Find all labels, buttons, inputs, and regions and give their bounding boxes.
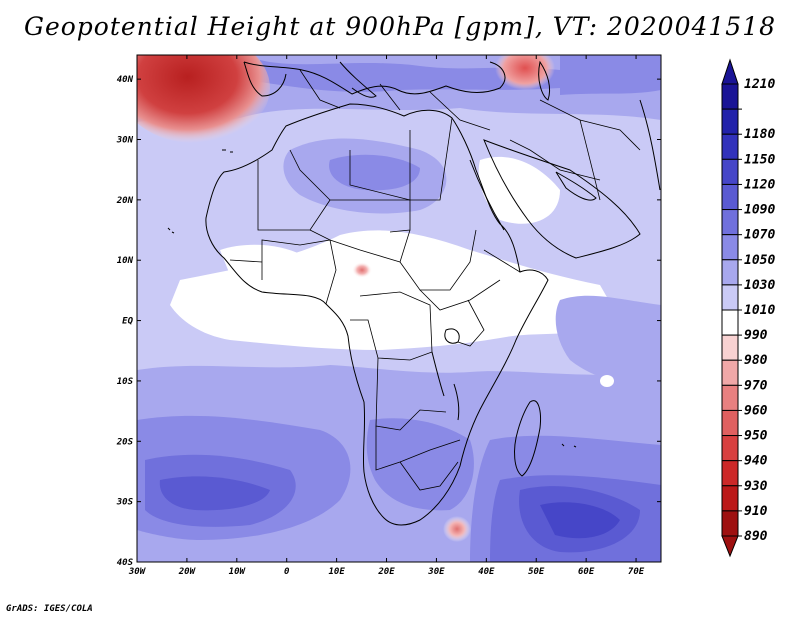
colorbar-label: 1010 [744,303,775,318]
colorbar-swatch [721,435,739,462]
cape-verde [167,227,175,234]
colorbar-swatch [721,309,739,336]
coastlines [167,60,661,526]
colorbar-swatch [721,485,739,512]
colorbar-label: 1150 [744,152,775,167]
colorbar-label: 940 [744,454,768,469]
lon-label: 0 [284,567,290,577]
lat-label: 40N [117,75,134,85]
colorbar-swatch [721,234,739,261]
colorbar-swatch [721,460,739,487]
lat-axis: 40N 30N 20N 10N EQ 10S 20S 30S 40S [116,75,661,568]
lon-label: 20E [377,567,395,577]
mauritius [561,443,577,448]
lon-label: 70E [628,567,645,577]
map-frame [136,54,662,563]
colorbar-label: 970 [744,378,768,393]
country-borders [229,69,641,491]
lat-label: 30N [116,136,134,146]
colorbar-label: 930 [744,479,768,494]
lat-label: EQ [122,317,133,327]
lon-label: 20W [178,567,197,577]
lat-label: 10S [117,377,134,387]
europe-coastline [243,61,506,95]
madagascar-coastline [514,400,541,477]
colorbar-swatch [721,409,739,437]
colorbar-label: 890 [744,529,768,544]
lon-label: 40E [478,567,495,577]
lat-label: 10N [117,256,134,266]
lon-label: 10E [328,567,345,577]
grads-credit: GrADS: IGES/COLA [6,604,93,614]
lon-label: 30E [427,567,445,577]
africa-coastline [205,103,549,526]
colorbar-swatch [721,83,739,110]
lat-label: 40S [117,558,134,568]
iberia-coastline [243,61,287,97]
colorbar-label: 990 [744,328,768,343]
india-coastline [639,99,661,191]
caspian-coastline [538,60,551,101]
lake-tanganyika [431,351,445,397]
lake-malawi [453,383,460,421]
colorbar-swatch [721,510,739,537]
colorbar-label: 980 [744,353,768,368]
colorbar-bottom-arrow [721,535,739,558]
colorbar-swatch [721,183,739,211]
italy-coastline [339,61,377,98]
height-field [137,55,661,562]
colorbar-swatch [721,334,739,361]
colorbar-label: 960 [744,403,768,418]
persian-gulf-coastline [555,171,597,201]
colorbar-swatch [721,284,739,311]
lon-label: 10W [229,567,247,577]
colorbar-label: 1070 [744,228,775,243]
colorbar-label: 1030 [744,278,775,293]
red-sea-coastline [469,159,505,231]
lon-axis: 30W 20W 10W 0 10E 20E 30E 40E 50E 60E 70E [128,55,645,577]
lon-label: 60E [578,567,595,577]
colorbar-swatch [721,133,739,160]
arabia-coastline [483,139,641,259]
lat-label: 20S [116,437,134,447]
colorbar-label: 1090 [744,203,775,218]
colorbar-swatch [721,359,739,386]
canary-islands [222,149,233,153]
colorbar: 1210 1180 1150 1120 1090 1070 1050 1030 1010 990 9… [721,58,775,558]
colorbar-swatch [721,158,739,185]
colorbar-label: 1120 [744,177,775,192]
colorbar-label: 1050 [744,253,775,268]
colorbar-label: 910 [744,504,768,519]
colorbar-swatch [721,209,739,236]
colorbar-swatch [721,108,739,135]
lon-label: 30W [128,567,147,577]
map-title: Geopotential Height at 900hPa [gpm], VT:… [23,12,777,41]
colorbar-swatch [721,384,739,411]
colorbar-swatch [721,259,739,286]
colorbar-label: 1180 [744,127,775,142]
colorbar-label: 950 [744,429,768,444]
lon-label: 50E [528,567,545,577]
lat-label: 20N [116,196,134,206]
lat-label: 30S [116,498,134,508]
colorbar-top-arrow [721,58,739,85]
colorbar-label: 1210 [744,77,775,92]
